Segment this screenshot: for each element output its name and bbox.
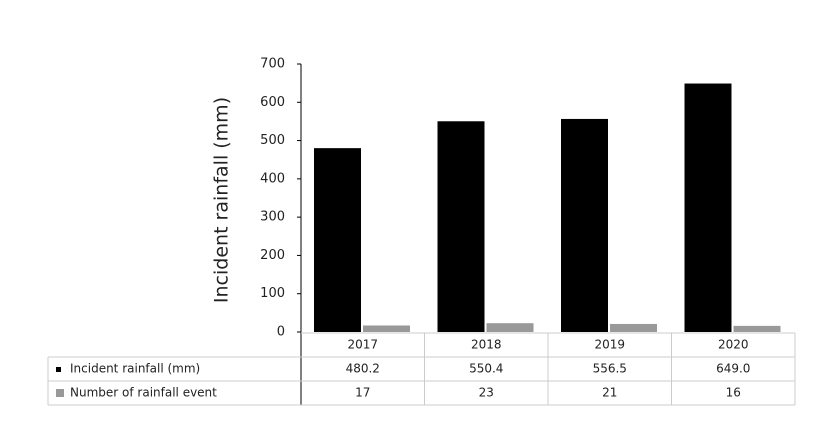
y-tick-label: 400: [260, 171, 285, 186]
table-cell: 16: [726, 386, 741, 400]
y-tick-label: 500: [260, 133, 285, 148]
x-tick-label: 2018: [471, 338, 502, 352]
bar: [733, 325, 781, 332]
y-tick-label: 100: [260, 286, 285, 301]
bar: [437, 121, 485, 333]
bar: [684, 83, 732, 332]
x-tick-label: 2020: [718, 338, 749, 352]
bar: [610, 323, 657, 332]
bar: [486, 323, 534, 332]
table-cell: 21: [602, 386, 617, 400]
x-tick-label: 2019: [594, 338, 625, 352]
legend-label: Incident rainfall (mm): [70, 362, 200, 376]
legend-marker: [56, 367, 61, 372]
bar: [314, 148, 361, 332]
x-tick-label: 2017: [347, 338, 378, 352]
legend-marker: [56, 389, 64, 397]
table-cell: 556.5: [593, 362, 627, 376]
table-cell: 649.0: [716, 362, 750, 376]
table-cell: 480.2: [346, 362, 380, 376]
bar: [561, 118, 608, 332]
y-tick-label: 200: [260, 248, 285, 263]
y-tick-label: 300: [260, 210, 285, 225]
y-tick-label: 600: [260, 95, 285, 110]
y-tick-label: 0: [277, 325, 285, 340]
legend-label: Number of rainfall event: [70, 386, 217, 400]
y-axis-title: Incident rainfall (mm): [211, 97, 233, 303]
y-tick-label: 700: [260, 57, 285, 72]
bar: [363, 325, 410, 332]
table-cell: 23: [479, 386, 494, 400]
table-cell: 17: [355, 386, 370, 400]
table-cell: 550.4: [469, 362, 503, 376]
